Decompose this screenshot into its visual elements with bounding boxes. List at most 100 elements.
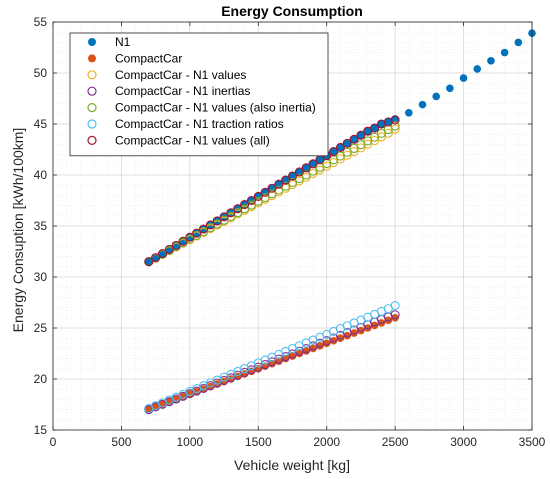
- data-point: [199, 225, 208, 233]
- data-point: [500, 48, 509, 57]
- data-point: [253, 191, 263, 201]
- data-point: [192, 228, 202, 238]
- x-axis-label: Vehicle weight [kg]: [234, 457, 350, 473]
- data-point: [144, 257, 154, 267]
- data-point: [391, 314, 399, 322]
- data-point: [335, 142, 345, 153]
- data-point: [198, 224, 209, 234]
- y-tick-label: 30: [34, 270, 48, 284]
- data-point: [219, 215, 229, 225]
- y-axis-label: Energy Consuption [kWh/100km]: [10, 128, 26, 333]
- legend-marker: [87, 102, 97, 113]
- y-tick-label: 50: [34, 66, 48, 80]
- data-point: [405, 108, 413, 117]
- legend-item: CompactCar: [88, 51, 182, 65]
- data-point: [418, 100, 427, 109]
- y-tick-label: 15: [34, 423, 48, 437]
- data-point: [198, 226, 209, 237]
- data-point: [376, 119, 387, 129]
- data-point: [343, 139, 352, 148]
- data-point: [376, 128, 387, 138]
- data-point: [390, 310, 400, 320]
- data-point: [308, 159, 318, 169]
- data-point: [274, 179, 284, 189]
- x-tick-label: 2000: [313, 435, 340, 449]
- data-point: [390, 121, 400, 131]
- x-tick-label: 1500: [245, 435, 272, 449]
- data-point: [363, 127, 372, 135]
- data-point: [343, 331, 352, 340]
- data-point: [302, 164, 310, 172]
- data-point: [281, 175, 291, 185]
- x-tick-label: 0: [50, 435, 57, 449]
- data-point: [370, 124, 379, 132]
- data-point: [316, 155, 324, 164]
- legend-marker: [87, 70, 97, 80]
- data-point: [370, 123, 380, 133]
- data-point: [233, 204, 243, 214]
- data-point: [356, 140, 366, 150]
- y-tick-label: 45: [34, 117, 48, 131]
- legend-item: CompactCar - N1 values (all): [87, 133, 270, 147]
- data-point: [336, 143, 345, 152]
- legend-marker: [87, 86, 97, 96]
- data-point: [260, 192, 270, 203]
- data-point: [357, 326, 365, 335]
- data-point: [240, 200, 250, 210]
- data-point: [356, 143, 366, 153]
- legend-item: CompactCar - N1 values (also inertia): [87, 101, 316, 115]
- data-point: [349, 146, 359, 157]
- data-point: [179, 393, 187, 401]
- data-point: [212, 219, 222, 229]
- data-point: [329, 146, 339, 157]
- data-point: [376, 132, 387, 142]
- data-point: [459, 74, 468, 82]
- data-point: [383, 128, 393, 138]
- legend-label: CompactCar: [115, 51, 182, 65]
- legend-label: CompactCar - N1 inertias: [115, 84, 250, 98]
- data-point: [390, 301, 400, 311]
- data-point: [301, 163, 311, 173]
- series-layer: [144, 29, 536, 415]
- data-point: [473, 65, 482, 73]
- data-point: [281, 181, 291, 191]
- x-tick-label: 2500: [382, 435, 409, 449]
- data-point: [309, 344, 317, 353]
- data-point: [246, 200, 256, 210]
- data-point: [383, 117, 393, 127]
- x-tick-label: 500: [111, 435, 131, 449]
- data-point: [274, 185, 284, 195]
- y-tick-label: 55: [34, 15, 48, 29]
- data-point: [446, 84, 454, 93]
- data-point: [363, 324, 372, 332]
- data-point: [349, 143, 359, 154]
- legend-item: CompactCar - N1 traction ratios: [87, 117, 284, 131]
- x-tick-label: 3500: [519, 435, 546, 449]
- data-point: [432, 92, 441, 101]
- data-point: [329, 147, 338, 156]
- data-point: [145, 405, 153, 414]
- legend-label: CompactCar - N1 values: [115, 68, 246, 82]
- data-point: [357, 131, 365, 140]
- data-point: [294, 167, 304, 177]
- data-point: [342, 138, 352, 148]
- data-point: [240, 204, 250, 214]
- data-point: [281, 176, 290, 184]
- data-point: [253, 196, 263, 206]
- y-tick-label: 35: [34, 219, 48, 233]
- data-point: [370, 132, 380, 142]
- data-point: [164, 244, 174, 255]
- data-point: [384, 118, 393, 126]
- data-point: [226, 211, 236, 221]
- data-point: [377, 120, 386, 128]
- tick-labels: 0 500 1000 1500 2000 2500 3000 3500 15 20 25 30 35 40…: [34, 15, 546, 449]
- legend-item: CompactCar - N1 values: [87, 68, 246, 82]
- data-point: [336, 334, 345, 343]
- data-point: [391, 115, 399, 123]
- data-point: [349, 134, 359, 144]
- data-point: [295, 349, 304, 358]
- data-point: [158, 249, 167, 258]
- chart-title: Energy Consumption: [221, 3, 363, 19]
- data-point: [350, 135, 358, 144]
